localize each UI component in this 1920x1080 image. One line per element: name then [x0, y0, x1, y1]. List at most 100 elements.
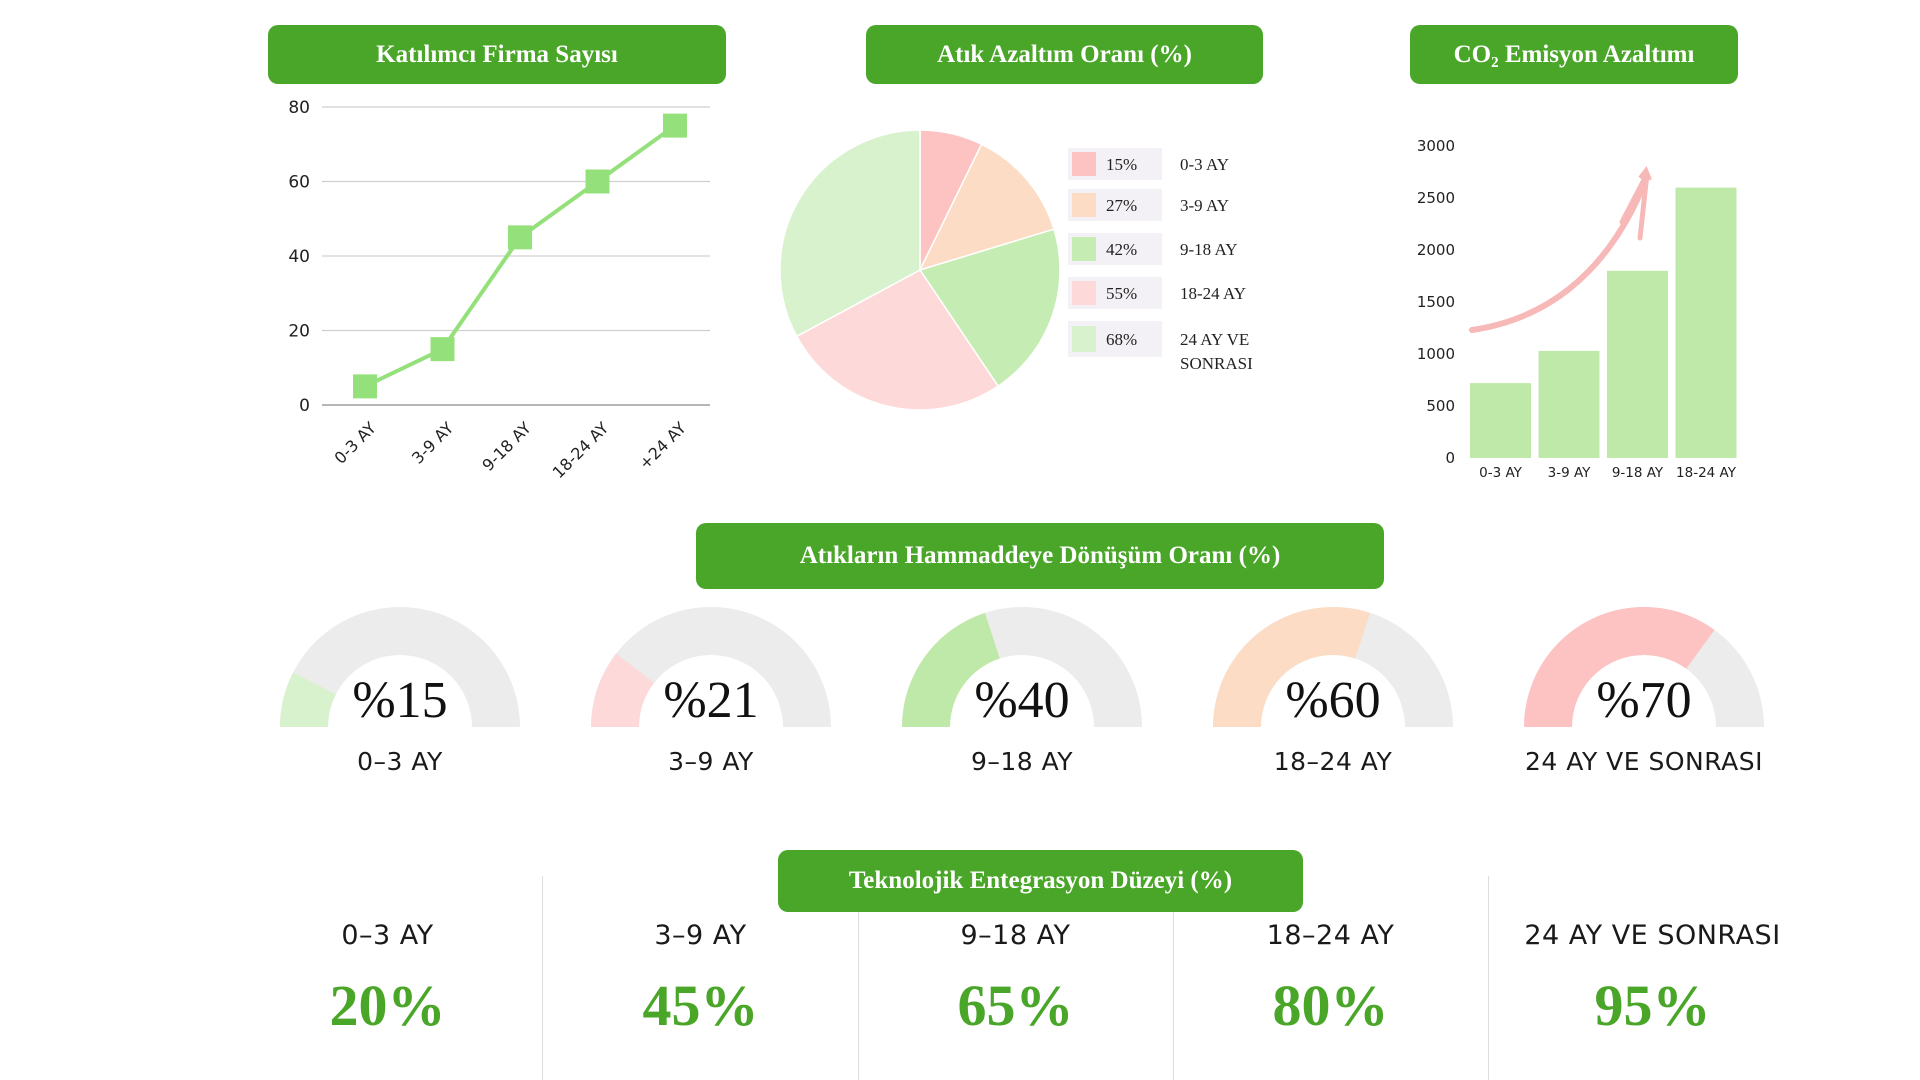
bar [1607, 270, 1668, 458]
tech-value: 65% [957, 973, 1074, 1038]
legend-label-line2: SONRASI [1180, 354, 1253, 373]
gauge-value: %40 [974, 672, 1070, 729]
legend-color-box [1072, 152, 1096, 176]
legend-value: 15% [1106, 155, 1138, 174]
gauge-fill [1213, 607, 1371, 727]
x-tick-label: 3-9 AY [1548, 465, 1592, 481]
x-tick-label: 3-9 AY [408, 418, 457, 467]
y-tick-label: 80 [288, 98, 310, 118]
y-tick-label: 40 [288, 247, 310, 267]
legend-value: 68% [1106, 330, 1138, 349]
legend-row: 27% 3-9 AY [1068, 189, 1308, 227]
gauge-track [591, 607, 831, 727]
legend-row: 42% 9-18 AY [1068, 233, 1308, 271]
legend-label: 24 AY VE [1180, 330, 1250, 349]
legend-label: 0-3 AY [1180, 155, 1229, 174]
legend-color-box [1072, 193, 1096, 217]
x-tick-label: 0-3 AY [1479, 465, 1523, 481]
waste-reduction-pie-chart [779, 129, 1061, 411]
pie-slice [918, 228, 1061, 388]
gauge-track [280, 607, 520, 727]
y-tick-label: 500 [1426, 397, 1455, 415]
tech-period-label: 9–18 AY [960, 920, 1071, 951]
gauge-24-plus: %70 24 AY VE SONRASI [1524, 607, 1764, 777]
gauge-value: %60 [1285, 672, 1381, 729]
x-tick-label: +24 AY [635, 418, 690, 473]
legend-label: 3-9 AY [1180, 196, 1229, 215]
y-tick-label: 1000 [1417, 345, 1455, 363]
column-divider [1488, 876, 1489, 1080]
column-divider [1173, 876, 1174, 1080]
gauge-fill [280, 672, 336, 727]
gauge-period-label: 0–3 AY [357, 747, 443, 776]
legend-label: 9-18 AY [1180, 240, 1238, 259]
gauge-period-label: 3–9 AY [668, 747, 754, 776]
legend-row: 68% 24 AY VE SONRASI [1068, 321, 1308, 381]
gauge-period-label: 9–18 AY [970, 747, 1074, 776]
pie-slice [779, 129, 921, 338]
gauge-value: %21 [663, 672, 759, 729]
gauge-fill [1524, 607, 1715, 727]
waste-reduction-title: Atık Azaltım Oranı (%) [866, 25, 1263, 84]
legend-color-box [1072, 281, 1096, 305]
bar [1538, 350, 1600, 458]
gauge-period-label: 18–24 AY [1273, 747, 1393, 776]
bar [1675, 187, 1737, 458]
gauge-value: %15 [352, 672, 448, 729]
y-tick-label: 20 [288, 322, 310, 342]
x-tick-label: 9-18 AY [1612, 465, 1664, 481]
gauge-value: %70 [1596, 672, 1692, 729]
x-tick-label: 9-18 AY [478, 418, 535, 475]
firm-count-line-chart: 0 20 40 60 80 0-3 AY 3-9 AY 9-18 AY 18-24 AY +24… [288, 98, 710, 482]
gauge-fill [591, 653, 655, 727]
gauge-18-24: %60 18–24 AY [1213, 607, 1453, 777]
tech-period-label: 18–24 AY [1266, 920, 1395, 951]
x-tick-label: 18-24 AY [549, 418, 613, 482]
firm-count-title: Katılımcı Firma Sayısı [268, 25, 726, 84]
data-point [430, 337, 455, 362]
bar [1470, 383, 1531, 458]
legend-row: 55% 18-24 AY [1068, 277, 1308, 315]
co2-reduction-bar-chart: 0 500 1000 1500 2000 2500 3000 0-3 AY 3-9 AY 9-1… [1417, 137, 1737, 481]
column-divider [858, 876, 859, 1080]
tech-value: 45% [642, 973, 759, 1038]
tech-col-9-18: 9–18 AY 65% [858, 920, 1173, 1080]
x-tick-label: 0-3 AY [331, 418, 380, 467]
column-divider [542, 876, 543, 1080]
tech-period-label: 24 AY VE SONRASI [1524, 920, 1781, 951]
legend-row: 15% 0-3 AY [1068, 145, 1308, 183]
tech-col-0-3: 0–3 AY 20% [230, 920, 545, 1080]
legend-value: 27% [1106, 196, 1138, 215]
legend-label: 18-24 AY [1180, 284, 1246, 303]
y-tick-label: 2000 [1417, 241, 1455, 259]
pie-slice [795, 269, 1000, 411]
tech-value: 20% [329, 973, 446, 1038]
co2-reduction-title: CO₂ Emisyon Azaltımı [1410, 25, 1738, 84]
y-tick-label: 1500 [1417, 293, 1455, 311]
gauge-3-9: %21 3–9 AY [591, 607, 831, 777]
tech-value: 95% [1594, 973, 1711, 1038]
data-point [663, 113, 687, 138]
gauge-period-label: 24 AY VE SONRASI [1525, 747, 1763, 776]
raw-material-conversion-title: Atıkların Hammaddeye Dönüşüm Oranı (%) [696, 523, 1384, 589]
pie-legend: 15% 0-3 AY 27% 3-9 AY 42% 9-18 AY 55% 18… [1068, 145, 1308, 385]
tech-col-24-plus: 24 AY VE SONRASI 95% [1495, 920, 1810, 1080]
y-tick-label: 2500 [1417, 189, 1455, 207]
gauge-0-3: %15 0–3 AY [280, 607, 520, 777]
legend-color-box [1072, 326, 1096, 352]
y-tick-label: 3000 [1417, 137, 1455, 155]
legend-color-box [1072, 237, 1096, 261]
legend-value: 42% [1106, 240, 1138, 259]
y-tick-label: 0 [299, 396, 310, 416]
y-tick-label: 60 [288, 173, 310, 193]
data-point [508, 225, 532, 250]
legend-value: 55% [1106, 284, 1138, 303]
trend-arrow-icon [1469, 165, 1652, 333]
gauge-9-18: %40 9–18 AY [902, 607, 1142, 777]
tech-period-label: 3–9 AY [654, 920, 747, 951]
tech-col-18-24: 18–24 AY 80% [1173, 920, 1488, 1080]
data-point [585, 169, 610, 194]
tech-value: 80% [1272, 973, 1389, 1038]
gauge-fill [902, 612, 1000, 727]
